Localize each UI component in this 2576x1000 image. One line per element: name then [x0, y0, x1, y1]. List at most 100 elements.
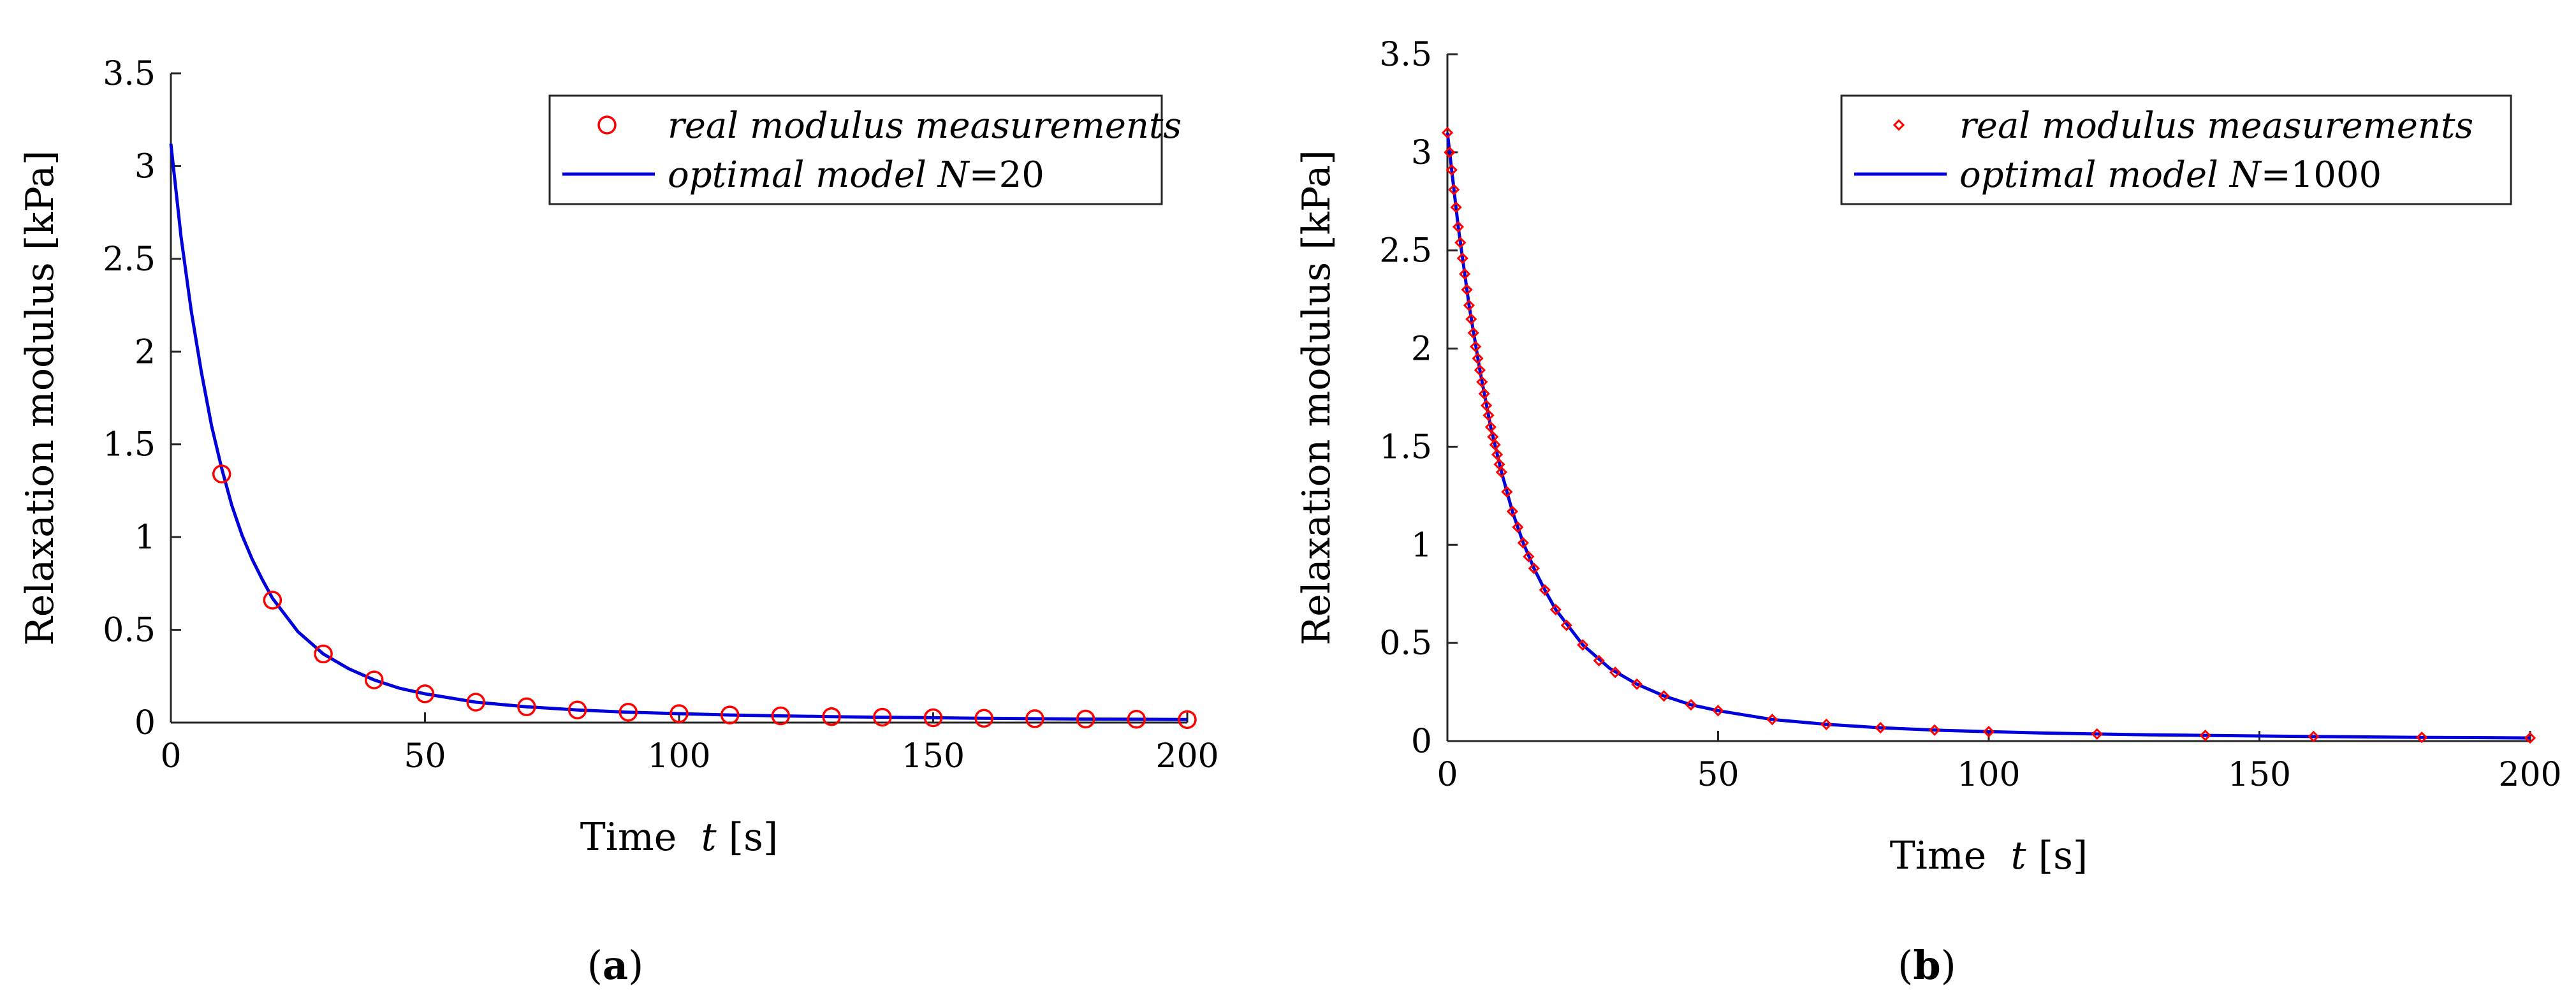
- y-tick-label: 0: [1411, 723, 1432, 761]
- measurement-point: [618, 702, 638, 722]
- legend-marker: [597, 115, 617, 135]
- y-axis-label: Relaxation modulus [kPa]: [18, 151, 62, 646]
- measurement-point: [1875, 721, 1887, 734]
- measurement-point: [466, 693, 485, 712]
- measurement-point: [1481, 399, 1493, 411]
- x-axis-label: Time t [s]: [1890, 834, 2088, 878]
- measurement-point: [1495, 466, 1508, 478]
- y-tick-label: 1: [135, 518, 156, 557]
- legend-label-name: optimal model: [1959, 154, 2218, 196]
- measurement-point: [771, 706, 791, 726]
- measurement-point: [212, 464, 231, 484]
- measurement-point: [2308, 730, 2320, 743]
- measurement-point: [670, 704, 689, 723]
- panel-label-open: (: [1898, 942, 1913, 989]
- measurement-point: [2524, 732, 2536, 744]
- measurement-point: [517, 697, 536, 717]
- y-tick-label: 0.5: [1379, 624, 1432, 663]
- measurement-point: [1444, 146, 1456, 158]
- y-tick-label: 1.5: [1379, 428, 1432, 466]
- measurement-point: [1560, 619, 1572, 631]
- x-tick-label: 0: [160, 737, 181, 776]
- measurement-point: [1482, 409, 1495, 422]
- measurement-point: [1474, 364, 1486, 376]
- y-tick-label: 1.5: [103, 426, 156, 464]
- x-tick-label: 50: [404, 737, 446, 776]
- legend-label: real modulus measurements: [1959, 105, 2473, 147]
- panel-label-open: (: [587, 942, 603, 989]
- panel-a: 0 50 100 150 200 0 0.5 1 1.5 2 2.5 3 3.5 Relaxation m…: [18, 55, 1219, 989]
- legend-label-var: N: [926, 154, 970, 196]
- y-tick-label: 3.5: [103, 55, 156, 93]
- panel-label-close: ): [1941, 942, 1956, 989]
- y-tick-label: 0: [135, 704, 156, 742]
- measurement-point: [1178, 710, 1197, 730]
- measurement-point: [2091, 728, 2103, 740]
- x-axis-label-unit: [s]: [2026, 834, 2088, 878]
- measurement-point: [1539, 584, 1551, 596]
- x-axis-label-var: t: [2010, 834, 2026, 878]
- x-axis-label: Time t [s]: [580, 815, 779, 860]
- measurement-point: [1982, 726, 1995, 738]
- measurement-point: [415, 684, 435, 703]
- x-tick-label: 200: [1155, 737, 1218, 776]
- y-tick-label: 2.5: [103, 240, 156, 279]
- legend-box: [1840, 94, 2512, 205]
- x-tick-label: 100: [647, 737, 710, 776]
- legend-label-name: real modulus measurements: [1959, 105, 2473, 147]
- measurement-point: [1127, 710, 1146, 729]
- legend-label: real modulus measurements: [668, 105, 1182, 147]
- x-axis-label-text: Time: [580, 815, 701, 860]
- measurement-point: [1025, 709, 1044, 728]
- model-line: [169, 143, 1188, 721]
- y-tick-label: 2: [135, 333, 156, 371]
- y-tick-label: 2.5: [1379, 232, 1432, 270]
- panel-label-close: ): [628, 942, 643, 989]
- measurement-point: [1523, 550, 1535, 562]
- y-axis-label: Relaxation modulus [kPa]: [1294, 150, 1339, 645]
- measurement-point: [1489, 439, 1501, 451]
- measurement-point: [1491, 448, 1504, 460]
- measurement-point: [365, 670, 384, 689]
- measurement-point: [1476, 376, 1488, 388]
- legend: real modulus measurements optimal model N…: [548, 94, 1182, 205]
- measurement-point: [1452, 221, 1465, 233]
- y-tick-label: 0.5: [103, 612, 156, 650]
- legend-label: optimal model N=20: [668, 154, 1044, 196]
- x-tick-label: 100: [1957, 756, 2020, 794]
- x-tick-label: 200: [2498, 756, 2561, 794]
- panel-b: 0 50 100 150 200 0 0.5 1 1.5 2 2.5 3 3.5 Relaxation m…: [1294, 36, 2562, 989]
- measurement-point: [1820, 718, 1833, 730]
- measurement-point: [1549, 603, 1562, 615]
- measurement-point: [263, 591, 282, 610]
- measurement-point: [2199, 729, 2211, 742]
- legend-label-value: =1000: [2261, 154, 2382, 196]
- measurement-point: [1467, 327, 1479, 339]
- x-axis-label-unit: [s]: [717, 815, 779, 860]
- y-tick-label: 3: [1411, 134, 1432, 172]
- y-tick-label: 3.5: [1379, 36, 1432, 74]
- measurement-point: [822, 707, 841, 726]
- legend: real modulus measurements optimal model N…: [1840, 94, 2512, 205]
- measurement-point: [1517, 537, 1529, 549]
- panel-label-letter: b: [1913, 942, 1940, 989]
- measurement-point: [1470, 341, 1482, 353]
- measurement-point: [567, 700, 587, 719]
- measurement-point: [2416, 732, 2428, 744]
- legend-label-name: real modulus measurements: [668, 105, 1182, 147]
- measurement-point: [1478, 388, 1490, 400]
- measurement-point: [1459, 268, 1471, 280]
- measurement-point: [974, 709, 993, 728]
- x-tick-label: 50: [1697, 756, 1739, 794]
- panel-label: (a): [587, 942, 644, 989]
- measurement-point: [1512, 521, 1524, 533]
- measurement-point: [1076, 709, 1095, 729]
- x-tick-label: 150: [902, 737, 965, 776]
- panel-label: (b): [1898, 942, 1956, 989]
- y-tick-label: 1: [1411, 526, 1432, 564]
- legend-label-var: N: [2218, 154, 2262, 196]
- measurement-point: [1463, 299, 1475, 311]
- measurement-point: [1448, 184, 1460, 196]
- measurement-point: [1461, 284, 1473, 296]
